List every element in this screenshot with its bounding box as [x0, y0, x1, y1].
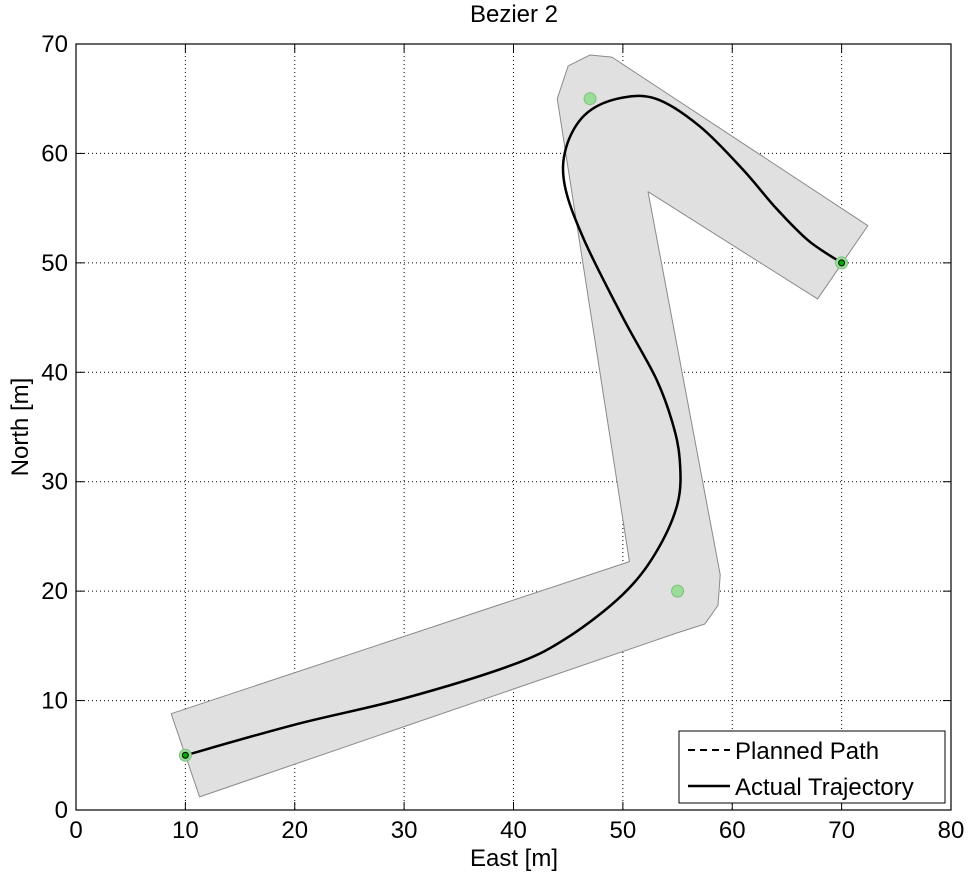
series-line-actual-trajectory — [185, 94, 843, 757]
y-tick-label: 20 — [41, 578, 68, 605]
x-tick-label: 80 — [938, 817, 965, 844]
axes — [75, 43, 952, 811]
control-points — [178, 92, 849, 762]
x-axis-label: East [m] — [470, 845, 558, 872]
tick-labels: 0 10 20 30 40 50 60 70 80 0 10 20 30 40 50 60 70 — [41, 31, 964, 844]
y-tick-label: 10 — [41, 688, 68, 715]
y-tick-label: 40 — [41, 359, 68, 386]
corridor-region — [170, 54, 869, 798]
x-tick-label: 50 — [610, 817, 637, 844]
y-tick-label: 70 — [41, 31, 68, 58]
y-tick-label: 0 — [55, 797, 68, 824]
x-tick-label: 40 — [500, 817, 527, 844]
x-tick-label: 10 — [172, 817, 199, 844]
series-layer — [185, 94, 843, 757]
y-tick-label: 60 — [41, 140, 68, 167]
corridor-polygon — [170, 54, 869, 798]
x-tick-label: 70 — [828, 817, 855, 844]
y-tick-label: 50 — [41, 250, 68, 277]
legend-label-actual-trajectory: Actual Trajectory — [735, 774, 914, 801]
control-point — [671, 584, 685, 598]
y-axis-label: North [m] — [7, 378, 34, 477]
x-tick-label: 60 — [719, 817, 746, 844]
x-tick-label: 20 — [281, 817, 308, 844]
x-tick-label: 30 — [391, 817, 418, 844]
legend: Planned Path Actual Trajectory — [678, 730, 946, 804]
endpoint-marker — [838, 259, 846, 267]
x-tick-label: 0 — [69, 817, 82, 844]
legend-box — [678, 730, 946, 804]
y-tick-label: 30 — [41, 469, 68, 496]
legend-label-planned-path: Planned Path — [735, 738, 879, 765]
control-point — [583, 92, 597, 106]
endpoint-marker — [181, 751, 189, 759]
chart-title: Bezier 2 — [470, 1, 558, 28]
